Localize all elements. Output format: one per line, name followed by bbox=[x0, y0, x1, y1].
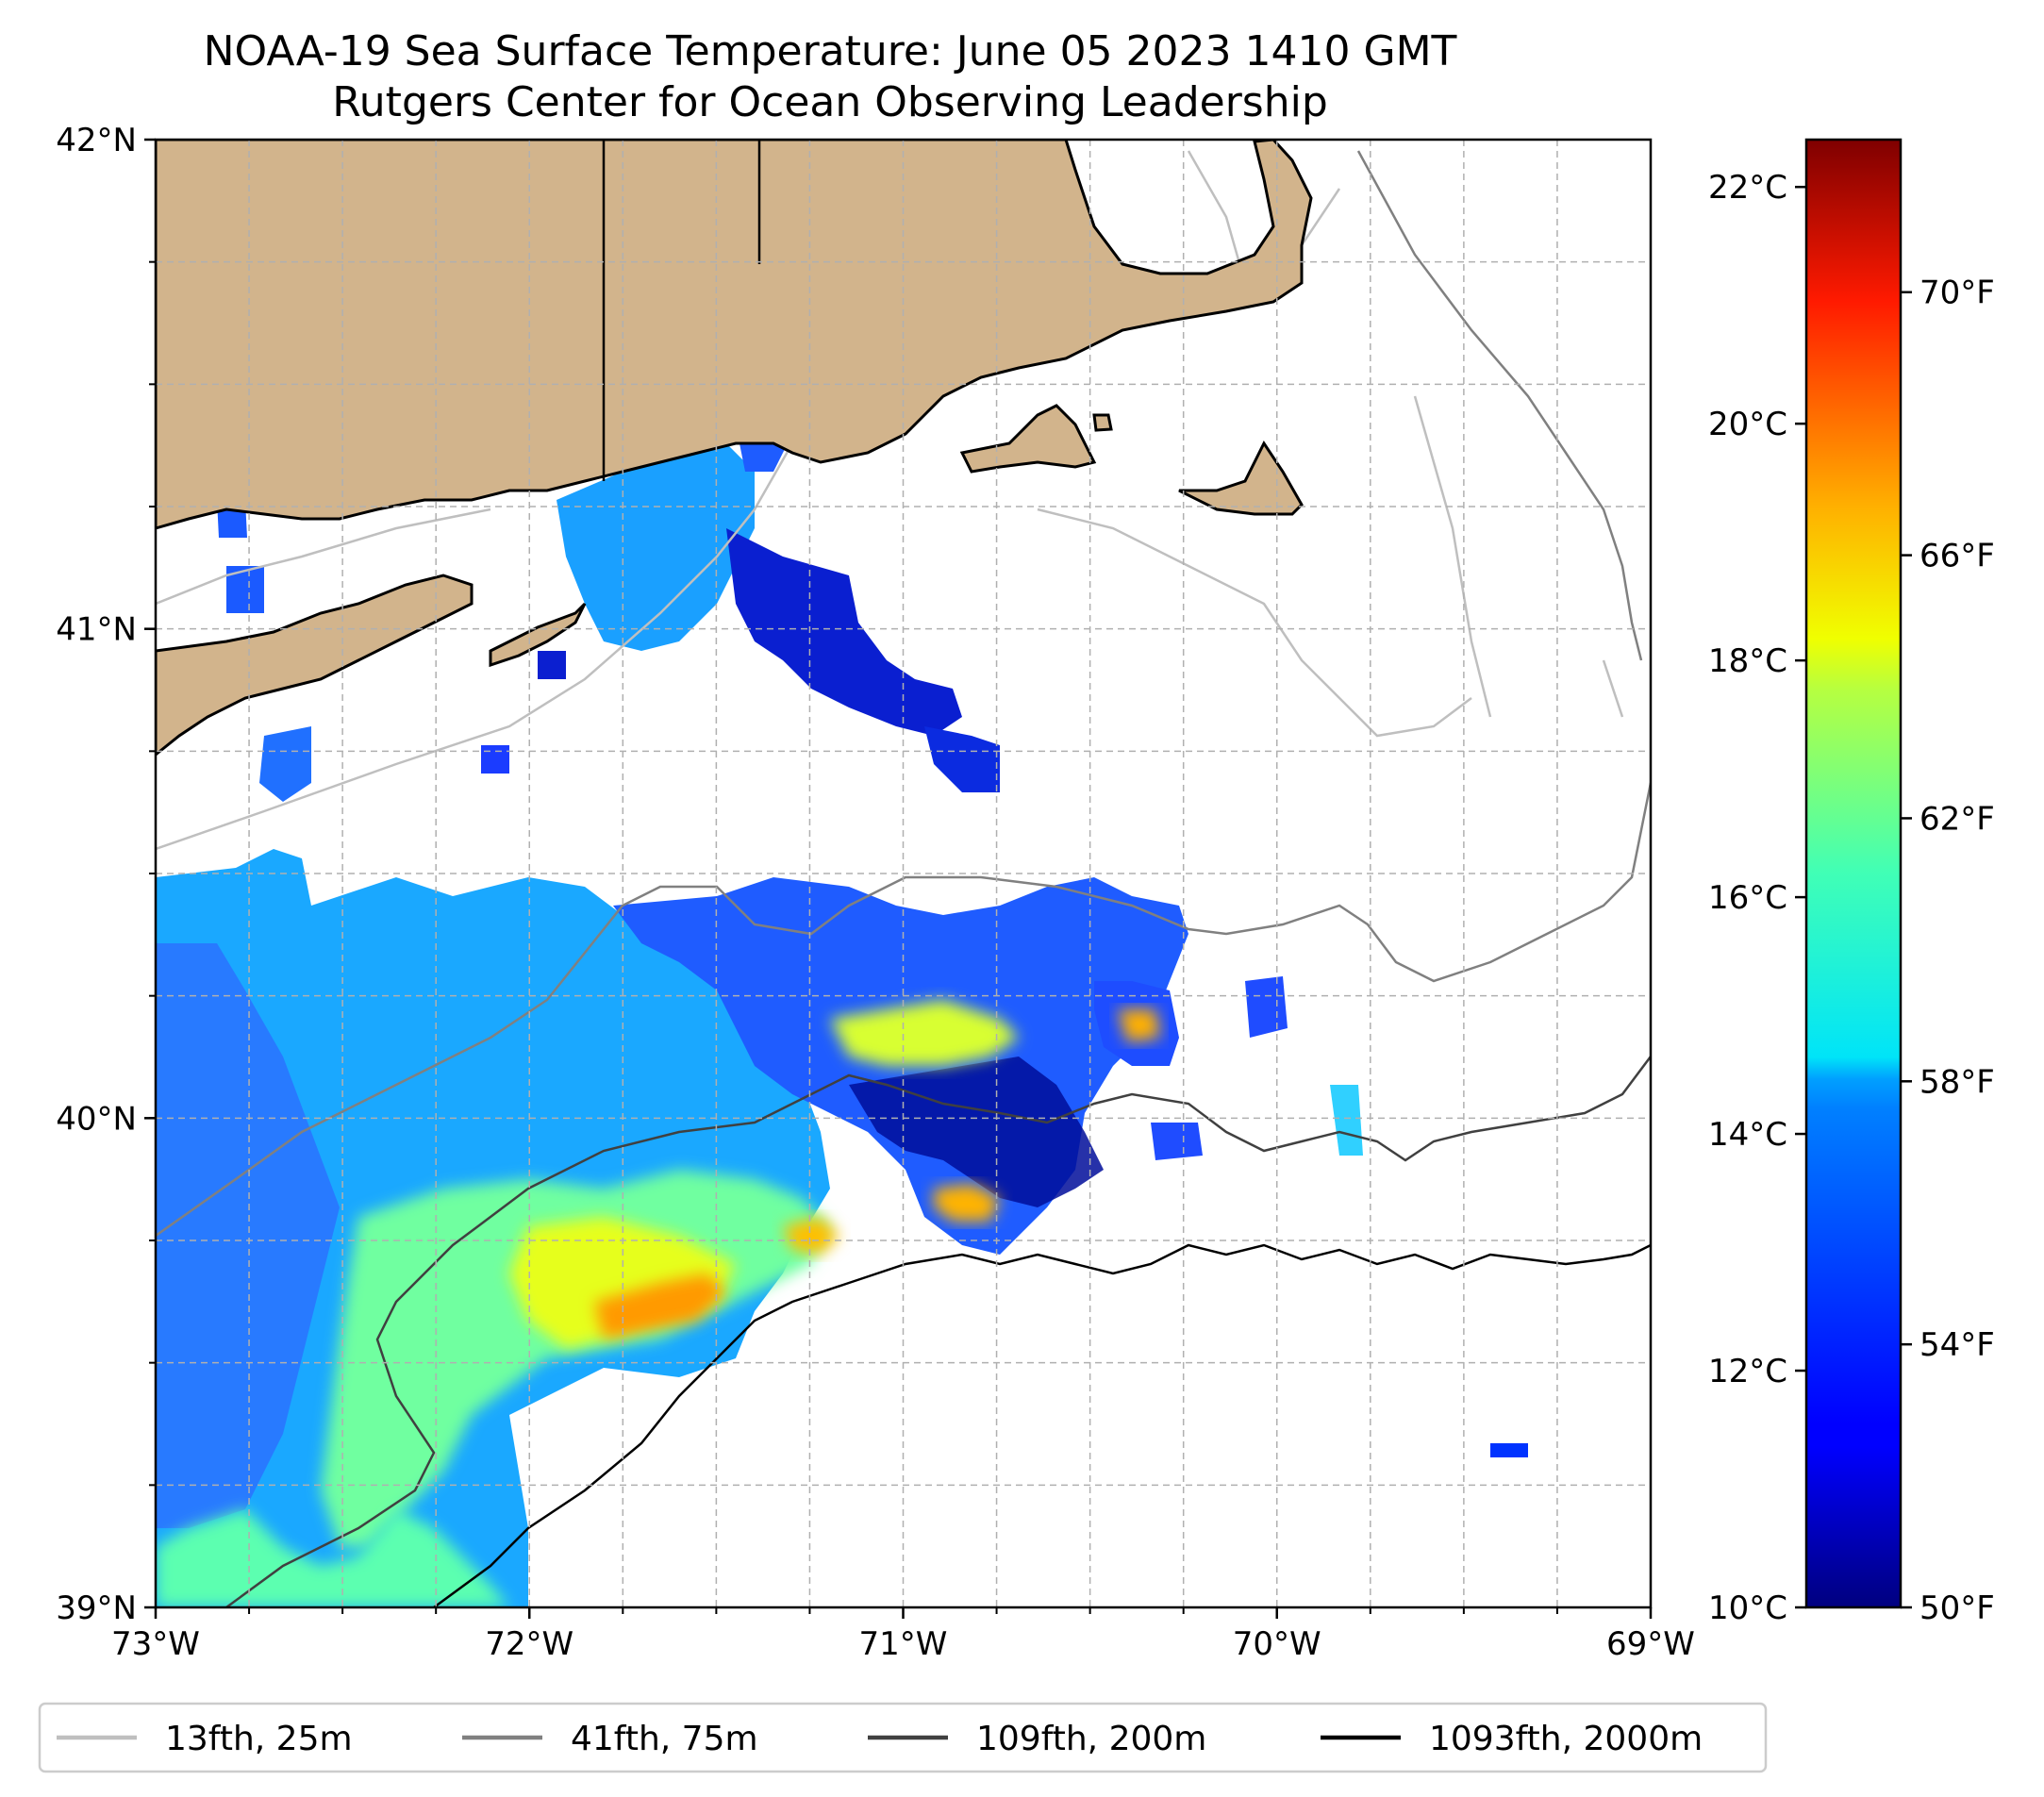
colorbar-frame bbox=[1804, 138, 1903, 1609]
sst-patch-east-small5 bbox=[1151, 1123, 1203, 1160]
colorbar-celsius-label: 18°C bbox=[1708, 642, 1787, 680]
map-panel[interactable] bbox=[156, 140, 1651, 1607]
contour-75m bbox=[156, 150, 1651, 1238]
contour-2000m bbox=[433, 1243, 1651, 1607]
colorbar-fahrenheit-label: 50°F bbox=[1919, 1589, 1995, 1627]
legend-label: 41fth, 75m bbox=[571, 1720, 758, 1758]
sst-patch-east-small2 bbox=[1118, 1009, 1160, 1042]
gridlines bbox=[156, 140, 1651, 1607]
colorbar-celsius-label: 12°C bbox=[1708, 1353, 1787, 1390]
contour-200m bbox=[225, 1056, 1651, 1607]
sst-patch-central-orange bbox=[934, 1184, 1000, 1222]
sst-patch-small-li2 bbox=[226, 566, 264, 613]
colorbar-gradient bbox=[1806, 140, 1901, 1607]
y-tick-label: 39°N bbox=[56, 1589, 137, 1627]
legend-label: 1093fth, 2000m bbox=[1429, 1720, 1703, 1758]
sst-patch-orange bbox=[594, 1273, 726, 1339]
colorbar-fahrenheit-label: 62°F bbox=[1919, 800, 1995, 838]
map-title-line2: Rutgers Center for Ocean Observing Leade… bbox=[332, 78, 1328, 126]
x-tick-label: 72°W bbox=[485, 1625, 573, 1663]
sst-patch-north-blue2 bbox=[924, 726, 1000, 792]
colorbar-celsius-label: 22°C bbox=[1708, 169, 1787, 207]
x-tick-label: 70°W bbox=[1233, 1625, 1321, 1663]
y-tick-label: 41°N bbox=[56, 611, 137, 649]
sst-patch-central-yellow bbox=[830, 1000, 1019, 1066]
legend-label: 13fth, 25m bbox=[165, 1720, 353, 1758]
land-block-island bbox=[1092, 413, 1113, 432]
sst-patch-east-small4 bbox=[1330, 1085, 1363, 1156]
colorbar-celsius-label: 10°C bbox=[1708, 1589, 1787, 1627]
sst-patch-east-small6 bbox=[1490, 1443, 1528, 1457]
sst-patch-small-mid2 bbox=[538, 651, 566, 679]
land-marthas-vineyard bbox=[959, 404, 1097, 474]
y-tick-label: 40°N bbox=[56, 1100, 137, 1138]
map-axes: 73°W 72°W 71°W 70°W 69°W 42°N 41°N 40°N 39°N bbox=[56, 122, 1695, 1663]
land-layer bbox=[156, 140, 1313, 757]
x-tick-label: 71°W bbox=[859, 1625, 948, 1663]
colorbar-celsius-label: 20°C bbox=[1708, 406, 1787, 443]
sst-patch-orange-small bbox=[783, 1217, 839, 1255]
colorbar-fahrenheit-label: 70°F bbox=[1919, 275, 1995, 312]
sst-patch-west-blue bbox=[156, 943, 340, 1528]
colorbar-celsius-label: 14°C bbox=[1708, 1116, 1787, 1154]
colorbar-celsius-label: 16°C bbox=[1708, 879, 1787, 917]
land-long-island-south-fork bbox=[489, 602, 587, 668]
colorbar-fahrenheit-label: 66°F bbox=[1919, 538, 1995, 575]
bathymetry-contours bbox=[156, 150, 1651, 1607]
contour-legend: 13fth, 25m 41fth, 75m 109fth, 200m 1093fth,… bbox=[38, 1702, 1768, 1773]
sst-patch-small-mid bbox=[481, 745, 509, 774]
map-title-line1: NOAA-19 Sea Surface Temperature: June 05… bbox=[203, 27, 1457, 75]
sst-patch-east-small3 bbox=[1245, 976, 1288, 1038]
colorbar[interactable]: 22°C 20°C 18°C 16°C 14°C 12°C 10°C 70°F 66°F 62°F… bbox=[1708, 138, 1995, 1627]
land-mainland-new-england bbox=[156, 140, 1313, 530]
land-long-island bbox=[156, 574, 474, 757]
sst-patch-north-ri bbox=[557, 443, 755, 651]
colorbar-ticks: 22°C 20°C 18°C 16°C 14°C 12°C 10°C 70°F 66°F 62°F… bbox=[1708, 169, 1995, 1627]
colorbar-fahrenheit-label: 58°F bbox=[1919, 1063, 1995, 1101]
x-tick-label: 69°W bbox=[1606, 1625, 1695, 1663]
land-nantucket bbox=[1178, 441, 1304, 516]
legend-label: 109fth, 200m bbox=[976, 1720, 1206, 1758]
colorbar-fahrenheit-label: 54°F bbox=[1919, 1326, 1995, 1364]
x-tick-label: 73°W bbox=[111, 1625, 200, 1663]
sst-patch-li-east bbox=[259, 726, 311, 802]
y-tick-label: 42°N bbox=[56, 122, 137, 159]
sst-patch-lower-green bbox=[156, 1509, 509, 1607]
